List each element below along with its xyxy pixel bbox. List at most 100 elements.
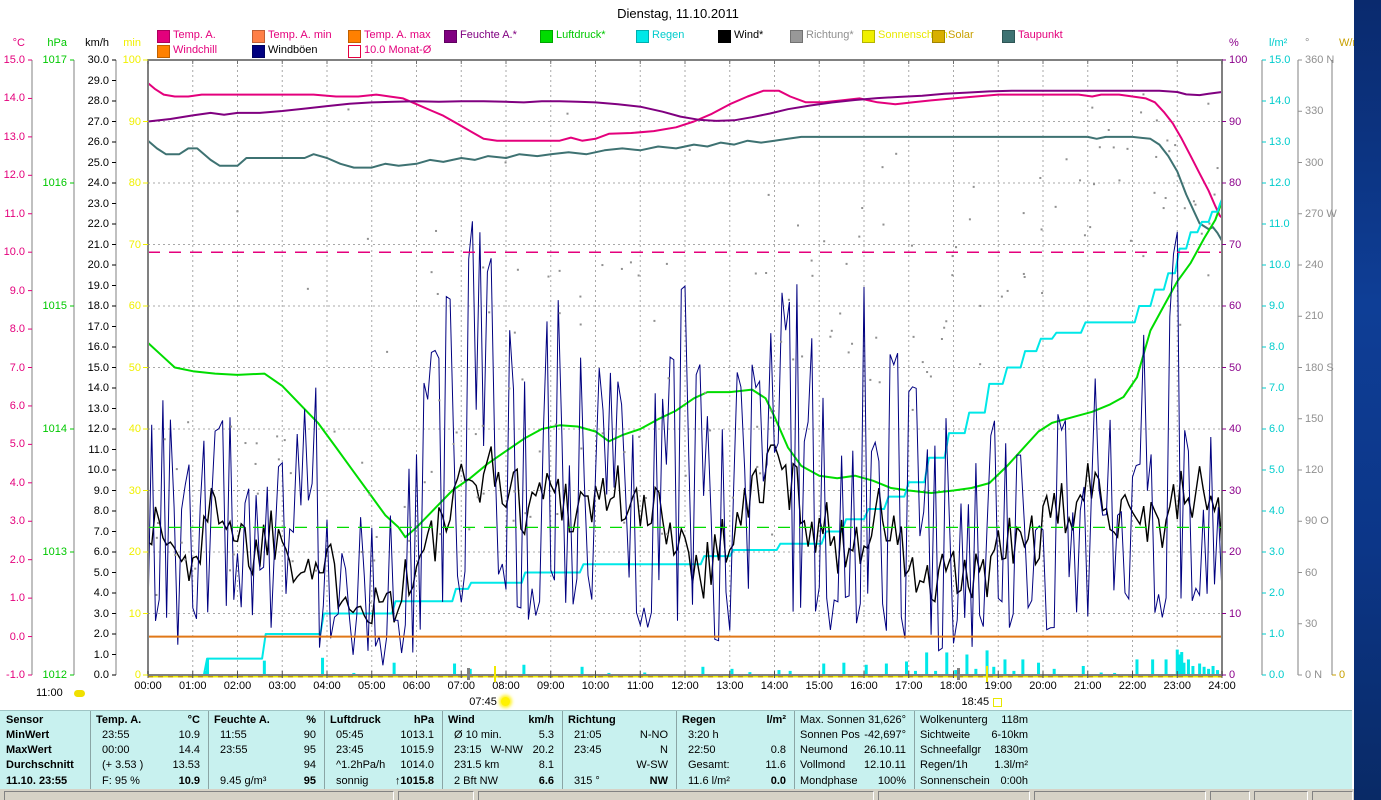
axis-tick-label: 4.0 <box>0 478 25 489</box>
axis-tick-label: 13.0 <box>1269 137 1321 148</box>
weather-chart-window: Dienstag, 11.10.2011 Temp. A.Temp. A. mi… <box>0 0 1381 800</box>
direction-dot <box>174 554 176 556</box>
axis-tick-label: 6.0 <box>1269 424 1321 435</box>
table-divider <box>442 711 443 789</box>
direction-dot <box>559 270 561 272</box>
direction-dot <box>580 447 582 449</box>
legend-label: Taupunkt <box>1018 30 1063 41</box>
table-divider <box>794 711 795 789</box>
table-divider <box>90 711 91 789</box>
direction-dot <box>943 327 945 329</box>
x-axis-label: 22:00 <box>1115 681 1151 692</box>
direction-dot <box>1041 292 1043 294</box>
direction-dot <box>1140 111 1142 113</box>
direction-dot <box>361 551 363 553</box>
axis-tick-label: 330 <box>1305 106 1357 117</box>
direction-dot <box>770 409 772 411</box>
direction-dot <box>386 351 388 353</box>
direction-dot <box>973 186 975 188</box>
axis-tick-label: 8.0 <box>1269 342 1321 353</box>
rain-bar <box>1151 659 1154 675</box>
direction-dot <box>1207 103 1209 105</box>
direction-dot <box>1041 228 1043 230</box>
axis-tick-label: 20.0 <box>56 260 109 271</box>
axis-tick-label: 50 <box>88 363 141 374</box>
direction-dot <box>1007 290 1009 292</box>
direction-dot <box>732 497 734 499</box>
rain-bar <box>581 667 584 675</box>
status-bar <box>0 789 1354 800</box>
direction-dot <box>439 533 441 535</box>
x-axis-label: 11:00 <box>622 681 658 692</box>
table-header-unit: l/m² <box>678 714 786 726</box>
table-header-unit: % <box>210 714 316 726</box>
direction-dot <box>666 533 668 535</box>
direction-dot <box>875 337 877 339</box>
direction-dot <box>685 475 687 477</box>
direction-dot <box>771 534 773 536</box>
direction-dot <box>256 442 258 444</box>
direction-dot <box>922 361 924 363</box>
direction-dot <box>164 438 166 440</box>
table-cell-value: 1013.1 <box>326 729 434 741</box>
table-cell-value: W-SW <box>564 759 668 771</box>
direction-dot <box>1024 276 1026 278</box>
info-value: 1.3l/m² <box>918 759 1028 771</box>
axis-tick-label: 120 <box>1305 465 1357 476</box>
rain-bar <box>1165 659 1168 675</box>
legend-label: 10.0 Monat-Ø <box>364 45 431 56</box>
direction-dot <box>1193 200 1195 202</box>
direction-dot <box>882 224 884 226</box>
direction-dot <box>979 305 981 307</box>
axis-tick-label: 7.0 <box>1269 383 1321 394</box>
x-axis-label: 16:00 <box>846 681 882 692</box>
axis-tick-label: 30 <box>88 486 141 497</box>
direction-dot <box>623 522 625 524</box>
direction-dot <box>666 263 668 265</box>
axis-tick-label: 13.0 <box>56 404 109 415</box>
legend-color-swatch <box>252 30 265 43</box>
direction-dot <box>858 236 860 238</box>
axis-tick-label: 22.0 <box>56 219 109 230</box>
table-cell-value: 95 <box>210 744 316 756</box>
direction-dot <box>861 207 863 209</box>
table-cell-value: 0.0 <box>678 775 786 787</box>
legend-label: Wind* <box>734 30 763 41</box>
legend-color-swatch <box>348 30 361 43</box>
direction-dot <box>347 108 349 110</box>
x-axis-label: 06:00 <box>399 681 435 692</box>
direction-dot <box>156 537 158 539</box>
row-label: 11.10. 23:55 <box>6 775 67 787</box>
table-divider <box>562 711 563 789</box>
direction-dot <box>768 194 770 196</box>
direction-dot <box>882 166 884 168</box>
rain-bar <box>842 663 845 675</box>
legend-label: Regen <box>652 30 684 41</box>
sunset-tick <box>986 666 988 682</box>
table-divider <box>208 711 209 789</box>
rain-bar <box>393 663 396 675</box>
direction-dot <box>187 421 189 423</box>
legend-label: Richtung* <box>806 30 854 41</box>
direction-dot <box>369 494 371 496</box>
legend-color-swatch <box>718 30 731 43</box>
direction-dot <box>930 375 932 377</box>
direction-dot <box>194 568 196 570</box>
axis-tick-label: 23.0 <box>56 199 109 210</box>
direction-dot <box>792 358 794 360</box>
direction-dot <box>848 351 850 353</box>
series-gusts <box>148 221 1222 665</box>
direction-dot <box>797 224 799 226</box>
direction-dot <box>1168 150 1170 152</box>
axis-tick-label: 3.0 <box>1269 547 1321 558</box>
sunrise-tick <box>494 666 496 682</box>
x-axis-label: 15:00 <box>801 681 837 692</box>
direction-dot <box>1118 179 1120 181</box>
info-value: 12.10.11 <box>798 759 906 771</box>
x-axis-label: 19:00 <box>980 681 1016 692</box>
axis-tick-label: 17.0 <box>56 322 109 333</box>
direction-dot <box>1142 255 1144 257</box>
legend-label: Temp. A. <box>173 30 216 41</box>
direction-dot <box>315 570 317 572</box>
direction-dot <box>1066 158 1068 160</box>
